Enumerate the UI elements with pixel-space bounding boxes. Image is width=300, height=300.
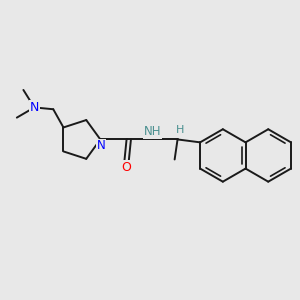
Text: NH: NH [144,125,161,138]
Text: N: N [97,140,105,152]
Text: O: O [122,160,131,174]
Text: N: N [30,101,39,114]
Text: H: H [176,125,184,135]
